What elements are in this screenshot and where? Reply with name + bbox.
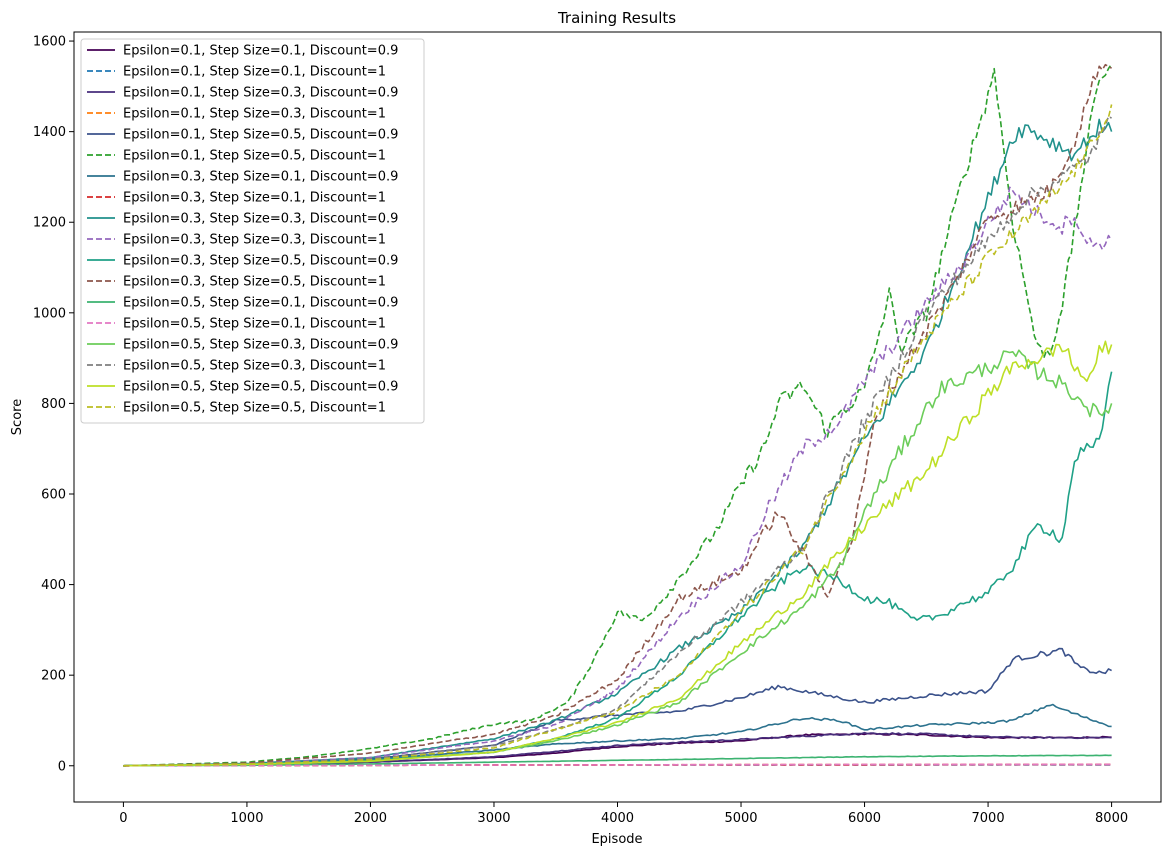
y-tick-label: 400 [41, 578, 66, 593]
legend-label: Epsilon=0.3, Step Size=0.3, Discount=1 [123, 233, 386, 248]
legend-label: Epsilon=0.1, Step Size=0.5, Discount=0.9 [123, 128, 398, 143]
x-tick-label: 2000 [354, 811, 387, 826]
x-tick-label: 4000 [601, 811, 634, 826]
legend-label: Epsilon=0.5, Step Size=0.5, Discount=0.9 [123, 380, 398, 395]
legend-label: Epsilon=0.5, Step Size=0.1, Discount=1 [123, 317, 386, 332]
y-tick-label: 600 [41, 488, 66, 503]
y-tick-label: 800 [41, 397, 66, 412]
legend-label: Epsilon=0.3, Step Size=0.5, Discount=0.9 [123, 254, 398, 269]
legend-label: Epsilon=0.3, Step Size=0.1, Discount=1 [123, 191, 386, 206]
legend-label: Epsilon=0.5, Step Size=0.1, Discount=0.9 [123, 296, 398, 311]
legend-label: Epsilon=0.5, Step Size=0.5, Discount=1 [123, 401, 386, 416]
x-tick-label: 8000 [1095, 811, 1128, 826]
series-line-12 [123, 63, 1113, 767]
legend-label: Epsilon=0.1, Step Size=0.5, Discount=1 [123, 149, 386, 164]
x-tick-label: 7000 [972, 811, 1005, 826]
y-tick-label: 1400 [33, 125, 66, 140]
legend-label: Epsilon=0.3, Step Size=0.1, Discount=0.9 [123, 170, 398, 185]
series-layer [123, 63, 1113, 767]
legend-label: Epsilon=0.1, Step Size=0.3, Discount=1 [123, 107, 386, 122]
legend-label: Epsilon=0.3, Step Size=0.3, Discount=0.9 [123, 212, 398, 227]
x-tick-label: 1000 [230, 811, 263, 826]
y-axis: 0 200 400 600 800 1000 1200 1400 1600 [33, 35, 74, 774]
series-line-6 [123, 63, 1113, 767]
x-axis: 0 1000 2000 3000 4000 5000 6000 7000 8000 [119, 802, 1128, 826]
plot-area: 0 1000 2000 3000 4000 5000 6000 7000 8000 0 200 40… [33, 31, 1162, 826]
legend-box [80, 38, 425, 424]
y-tick-label: 1200 [33, 216, 66, 231]
x-tick-label: 5000 [724, 811, 757, 826]
legend-label: Epsilon=0.3, Step Size=0.5, Discount=1 [123, 275, 386, 290]
legend-label: Epsilon=0.1, Step Size=0.1, Discount=0.9 [123, 44, 398, 59]
y-tick-label: 0 [58, 759, 66, 774]
y-tick-label: 1000 [33, 306, 66, 321]
y-tick-label: 200 [41, 669, 66, 684]
x-tick-label: 3000 [477, 811, 510, 826]
legend-label: Epsilon=0.1, Step Size=0.1, Discount=1 [123, 65, 386, 80]
legend-label: Epsilon=0.1, Step Size=0.3, Discount=0.9 [123, 86, 398, 101]
legend-label: Epsilon=0.5, Step Size=0.3, Discount=1 [123, 359, 386, 374]
x-axis-title: Episode [591, 832, 642, 847]
chart-title: Training Results [557, 9, 676, 27]
x-tick-label: 6000 [848, 811, 881, 826]
x-tick-label: 0 [119, 811, 127, 826]
legend: Epsilon=0.1, Step Size=0.1, Discount=0.9… [80, 38, 425, 424]
legend-label: Epsilon=0.5, Step Size=0.3, Discount=0.9 [123, 338, 398, 353]
series-line-18 [123, 104, 1113, 767]
series-line-14 [123, 763, 1112, 767]
y-axis-title: Score [10, 399, 25, 435]
y-tick-label: 1600 [33, 35, 66, 50]
